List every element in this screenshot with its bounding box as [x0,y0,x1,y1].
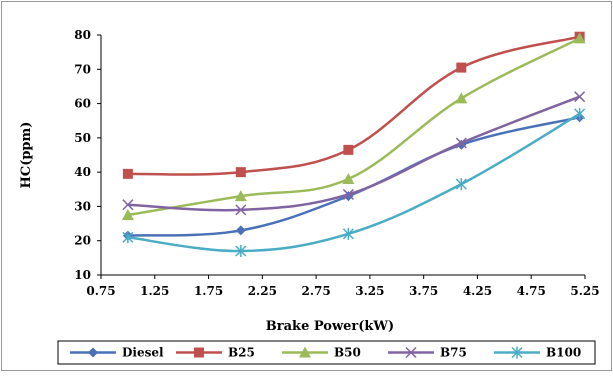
y-tick-label: 10 [74,268,91,282]
series-b75 [122,91,586,216]
legend-swatch-marker [511,346,523,359]
y-tick-label: 70 [74,62,91,76]
legend: Diesel B25 B50 B75 B100 [57,340,596,365]
x-tick-label: 3.75 [409,284,438,298]
x-tick-label: 0.75 [86,284,115,298]
legend-swatch-marker [299,346,311,358]
y-tick-label: 30 [74,199,91,213]
x-axis-title: Brake Power(kW) [266,319,394,334]
data-point [121,209,134,220]
data-point [122,199,134,211]
legend-label: B50 [334,346,361,360]
data-point [342,173,355,184]
x-tick-label: 4.25 [463,284,492,298]
legend-item-b50: B50 [282,346,361,360]
data-point [122,168,133,179]
x-tick-label: 1.25 [140,284,169,298]
series-b100 [122,107,586,257]
legend-swatch-marker [88,347,98,358]
legend-item-b25: B25 [176,346,255,360]
x-tick-label: 5.25 [570,284,599,298]
data-point [235,225,246,236]
y-tick-label: 60 [74,97,91,111]
data-point [455,137,467,149]
legend-item-diesel: Diesel [70,346,164,360]
data-point [235,204,247,216]
data-point [573,32,586,44]
data-point [342,188,354,200]
data-point [235,167,246,178]
series-b50 [121,32,586,220]
legend-label: Diesel [122,346,164,360]
y-tick-label: 20 [74,234,91,248]
data-point [455,178,467,191]
data-point [574,107,586,120]
data-point [574,91,586,103]
legend-item-b75: B75 [388,346,467,360]
x-tick-label: 2.75 [301,284,330,298]
data-point [234,190,247,202]
data-point [343,144,354,155]
legend-item-b100: B100 [494,346,581,360]
legend-label: B75 [440,346,467,360]
axes: 10 20 30 40 50 60 70 80 0.75 1.25 1.75 2.25 2.75 3.25… [74,28,599,298]
x-tick-label: 3.25 [355,284,384,298]
data-point [235,245,247,257]
legend-swatch-marker [194,347,204,358]
legend-label: B100 [546,346,581,360]
legend-swatch-marker [405,346,417,359]
legend-label: B25 [228,346,255,360]
x-tick-label: 2.25 [248,284,277,298]
data-point [456,62,467,73]
y-tick-label: 40 [74,165,91,179]
y-axis-title: HC(ppm) [19,122,34,189]
y-tick-label: 80 [74,28,91,42]
x-tick-label: 1.75 [194,284,223,298]
x-tick-label: 4.75 [517,284,546,298]
data-point [122,231,134,244]
series-layer [121,31,586,257]
data-point [342,227,354,240]
data-point [455,92,468,104]
y-tick-label: 50 [74,131,91,145]
